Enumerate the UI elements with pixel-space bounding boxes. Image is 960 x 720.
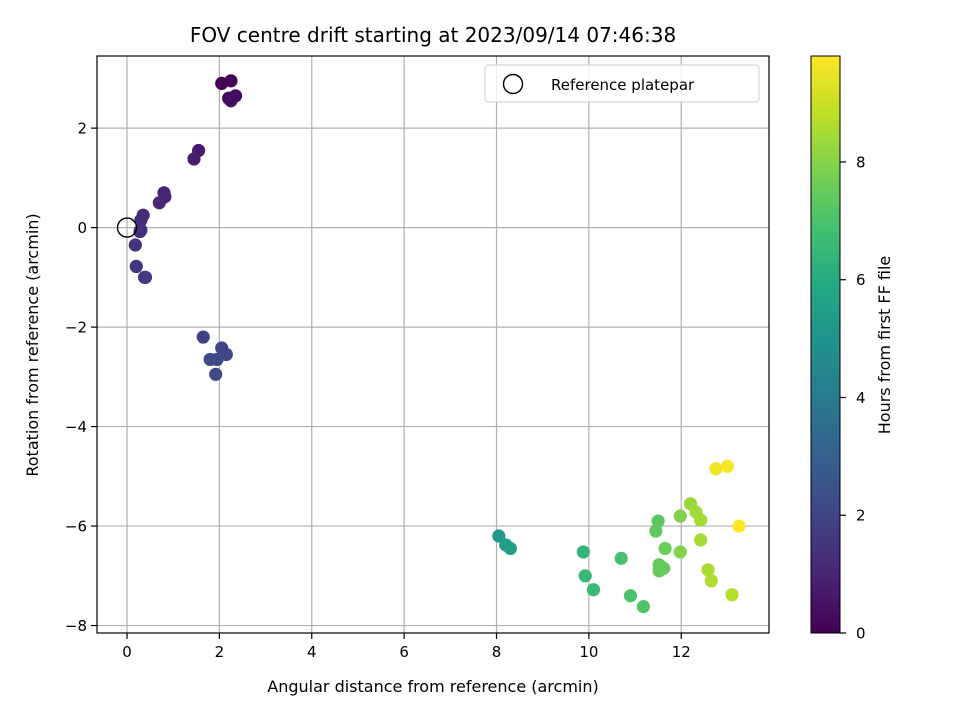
data-point — [576, 545, 590, 559]
x-tick-label: 0 — [122, 643, 132, 661]
data-point — [196, 330, 210, 344]
x-tick-label: 2 — [215, 643, 225, 661]
colorbar-tick-label: 8 — [856, 153, 866, 171]
data-point — [128, 238, 142, 252]
data-point — [651, 514, 665, 528]
colorbar-tick-label: 4 — [856, 389, 866, 407]
data-point — [694, 513, 708, 527]
data-point — [210, 352, 224, 367]
y-tick-label: −4 — [65, 418, 87, 436]
chart-title: FOV centre drift starting at 2023/09/14 … — [190, 23, 676, 47]
y-tick-label: 2 — [77, 120, 87, 138]
data-point — [586, 583, 601, 597]
legend-reference-marker — [502, 73, 524, 95]
data-point — [187, 152, 201, 166]
data-point — [614, 551, 628, 565]
y-tick-label: −2 — [65, 319, 87, 337]
data-point — [134, 213, 148, 227]
reference-marker-group — [116, 217, 138, 238]
data-point — [658, 541, 672, 556]
colorbar-tick-label: 6 — [856, 271, 866, 289]
scatter-points — [128, 74, 746, 614]
reference-platepar-marker — [116, 217, 138, 238]
data-point — [649, 524, 663, 538]
data-point — [138, 270, 153, 284]
data-point — [657, 561, 671, 575]
data-point — [152, 196, 166, 210]
data-point — [129, 259, 143, 274]
data-point — [720, 459, 735, 473]
x-tick-label: 6 — [399, 643, 409, 661]
colorbar: 0 2 4 6 8 Hours from first FF file — [810, 55, 894, 643]
y-tick-label: −6 — [65, 518, 87, 536]
data-point — [673, 545, 687, 559]
x-tick-label: 4 — [307, 643, 317, 661]
colorbar-gradient — [810, 55, 841, 634]
legend: Reference platepar — [484, 64, 760, 103]
y-tick-label: 0 — [77, 219, 87, 237]
colorbar-tick-label: 2 — [856, 507, 866, 525]
y-axis-ticks: −8 −6 −4 −2 0 2 — [65, 120, 97, 635]
data-point — [725, 588, 739, 602]
plot-frame — [96, 55, 770, 634]
data-point — [578, 569, 592, 583]
colorbar-label: Hours from first FF file — [875, 256, 894, 435]
data-point — [623, 589, 638, 603]
colorbar-tick-label: 0 — [856, 625, 866, 643]
data-point — [704, 574, 718, 588]
data-point — [209, 367, 223, 381]
x-axis-label: Angular distance from reference (arcmin) — [267, 677, 598, 696]
y-tick-label: −8 — [65, 617, 87, 635]
data-point — [492, 529, 506, 543]
x-tick-label: 8 — [492, 643, 502, 661]
data-point — [694, 533, 708, 547]
x-axis-ticks: 0 2 4 6 8 10 12 — [122, 633, 691, 661]
x-tick-label: 12 — [672, 643, 691, 661]
data-point — [636, 600, 650, 614]
colorbar-ticks: 0 2 4 6 8 — [840, 153, 866, 643]
legend-box — [484, 64, 760, 103]
x-tick-label: 10 — [579, 643, 598, 661]
data-point — [503, 541, 517, 556]
data-point — [709, 462, 723, 476]
data-point — [701, 563, 715, 577]
data-point — [732, 519, 746, 533]
data-point — [673, 509, 687, 523]
data-point — [224, 94, 238, 108]
legend-label-reference: Reference platepar — [551, 76, 695, 94]
data-point — [224, 74, 238, 88]
y-axis-label: Rotation from reference (arcmin) — [23, 213, 42, 476]
